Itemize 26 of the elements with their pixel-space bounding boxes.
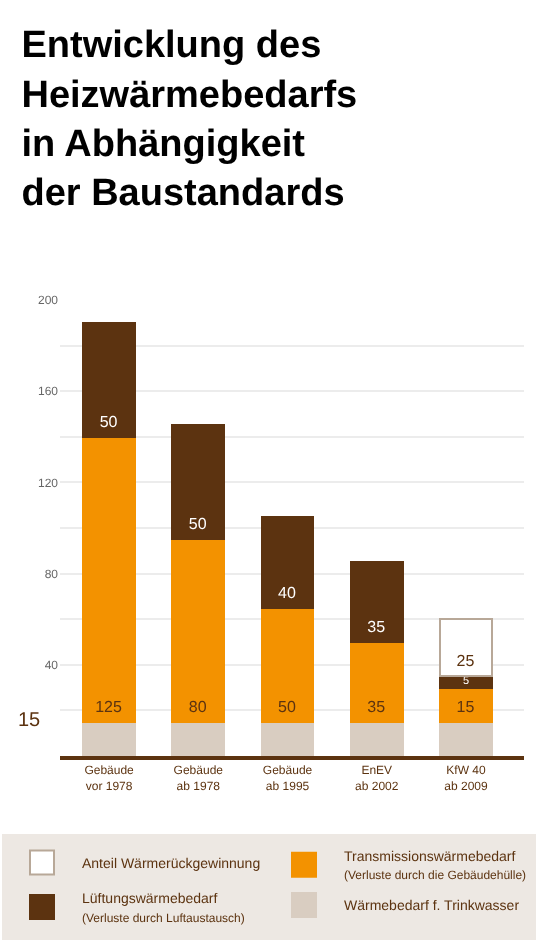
- data-label: 35: [367, 697, 387, 716]
- data-label: 50: [188, 515, 208, 534]
- bar: [439, 618, 493, 678]
- text: 15: [18, 710, 42, 732]
- bar: [171, 538, 226, 723]
- data-label: 40: [278, 583, 297, 602]
- bar: [82, 321, 136, 438]
- chart-title: Entwicklung des Heizwärmebedarfs in Abhängigkeit der Baustandards: [21, 25, 358, 216]
- data-label: 25: [456, 652, 476, 671]
- data-label: 80: [188, 697, 208, 716]
- bar: [82, 435, 136, 723]
- bar: [260, 720, 315, 756]
- data-label: 125: [95, 697, 123, 716]
- data-label: 35: [367, 618, 387, 636]
- bar: [349, 720, 404, 756]
- bar: [171, 720, 226, 756]
- bar: [171, 424, 226, 541]
- bar: [439, 720, 493, 756]
- bar: [260, 515, 315, 609]
- bar: [349, 641, 404, 723]
- data-label: 50: [278, 697, 297, 716]
- data-label: 15: [456, 697, 476, 716]
- data-label: 50: [99, 412, 119, 431]
- bar: [260, 606, 315, 723]
- bar: [349, 561, 404, 643]
- bar: [82, 720, 136, 756]
